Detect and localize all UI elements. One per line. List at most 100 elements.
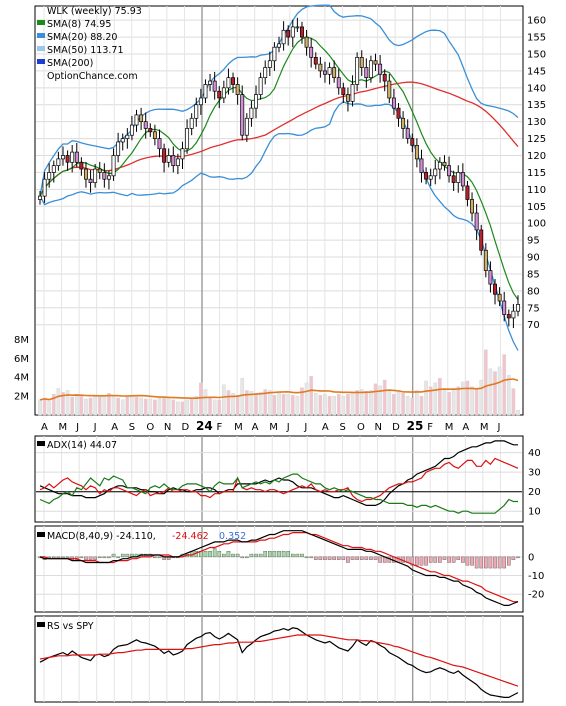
candle-body [249,107,254,119]
volume-bar [258,392,263,416]
candle-body [364,67,369,79]
price-tick-label: 90 [527,253,540,264]
date-tick-label: M [59,422,68,433]
candle-body [336,77,341,89]
date-tick-label: F [217,422,223,433]
volume-bar [42,397,47,416]
candle-body [47,172,52,180]
volume-bar [148,398,153,416]
price-tick-label: 120 [527,151,546,162]
macd-histogram-bar [107,556,111,559]
price-tick-label: 135 [527,100,546,111]
candle-body [134,114,139,126]
macd-histogram-bar [258,553,263,558]
volume-bar [313,393,318,416]
candle-body [502,300,507,315]
candle-body [38,195,42,200]
macd-histogram-bar [332,556,336,560]
volume-bar [97,396,102,416]
volume-bar [79,395,84,416]
price-tick-label: 130 [527,117,546,128]
volume-bar [336,393,341,416]
macd-histogram-bar [290,553,295,558]
volume-bar [130,395,134,416]
volume-bar [373,383,378,416]
macd-histogram-bar [497,556,502,569]
volume-bar [497,366,502,416]
plus-di-line [39,457,519,503]
candle-body [56,158,61,167]
macd-histogram-bar [272,551,277,558]
macd-histogram-bar [157,556,162,559]
date-tick-label: O [357,422,365,433]
candle-body [410,138,415,146]
candle-body [235,84,240,95]
date-tick-label: O [146,422,154,433]
candle-body [93,168,98,183]
candle-body [460,172,465,187]
macd-histogram-bar [203,551,208,558]
price-tick-label: 150 [527,49,546,60]
candle-body [345,94,350,102]
volume-bar [231,393,235,416]
adx-panel-frame [34,435,524,523]
price-tick-label: 80 [527,286,540,297]
macd-histogram-bar [461,556,465,563]
volume-bar [516,410,520,416]
date-tick-label: A [322,422,329,433]
candle-body [327,67,332,75]
adx-line [39,440,518,506]
volume-bar [323,393,327,416]
macd-histogram-bar [433,556,438,563]
volume-bar [447,392,451,416]
candle-body [189,117,194,129]
volume-bar [267,390,272,416]
price-tick-label: 160 [527,16,546,27]
macd-histogram-bar [300,553,304,558]
volume-bar [364,391,369,416]
macd-histogram-bar [484,556,488,569]
candle-body [318,63,323,72]
candle-body [323,70,327,75]
minus-di-line [39,473,518,514]
macd-histogram-bar [153,556,157,559]
macd-histogram-bar [235,553,240,558]
volume-bar [300,387,304,416]
volume-bar [474,388,479,416]
volume-bar [428,386,433,416]
volume-bar [359,389,364,416]
volume-bar [153,399,157,416]
candle-body [290,26,295,38]
volume-bar [355,390,359,416]
macd-histogram-bar [304,556,309,559]
date-tick-label: J [286,422,290,433]
macd-histogram-bar [323,556,327,560]
volume-bar [116,397,120,416]
macd-histogram-bar [84,556,88,560]
volume-bar [176,401,180,416]
date-tick-label: D [392,422,400,433]
candle-body [208,80,213,85]
sma8-swatch [37,20,45,25]
macd-histogram-bar [438,556,442,563]
candle-body [244,117,249,136]
macd-histogram-bar [61,556,65,559]
volume-bar [506,375,511,416]
volume-tick-label: 4M [14,373,29,384]
volume-bar [84,398,88,416]
volume-bar [120,399,125,416]
candle-body [447,165,452,177]
volume-bar [180,401,185,416]
volume-bar [281,393,286,416]
legend-sma20: SMA(20) 88.20 [47,32,117,43]
macd-histogram-bar [451,556,456,563]
macd-histogram-bar [88,556,93,560]
macd-histogram-bar [442,556,447,560]
date-tick-label: N [375,422,382,433]
rs-swatch [37,622,45,627]
date-tick-label: S [129,422,135,433]
indicator-tick-label: 40 [528,448,541,459]
candle-body [125,134,130,139]
ticker-label: WLK (weekly) 75.93 [47,6,142,17]
price-tick-label: 140 [527,83,546,94]
